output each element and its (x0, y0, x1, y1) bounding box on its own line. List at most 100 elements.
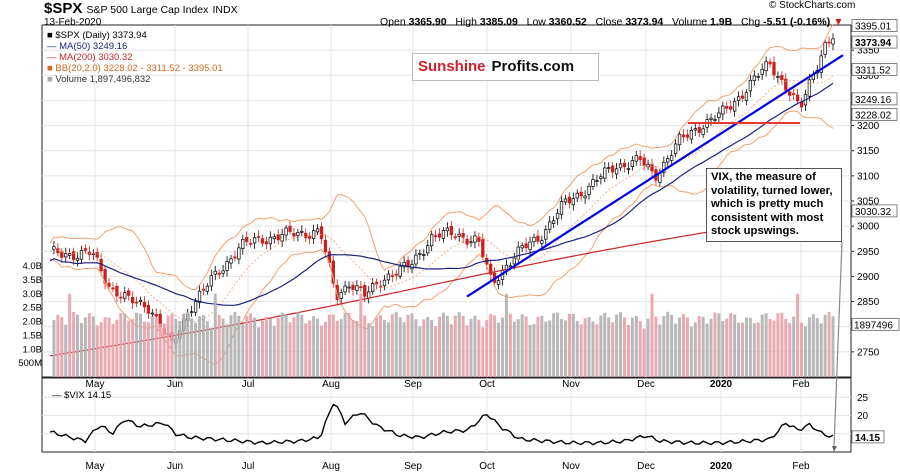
candle-body (71, 251, 76, 261)
volume-bar (430, 319, 434, 377)
volume-bar (500, 317, 504, 377)
vix-value-label: 14.15 (855, 433, 880, 444)
candle-body (732, 101, 737, 112)
candle-body (689, 130, 694, 140)
candle-body (142, 301, 147, 308)
legend-price-text: $SPX (Daily) 3373.94 (55, 30, 147, 41)
month-label: May (86, 379, 105, 390)
volume-bar (567, 313, 571, 377)
volume-bar (457, 312, 461, 377)
volume-bar (115, 319, 119, 377)
candle-body (52, 246, 56, 250)
volume-bar (489, 314, 493, 377)
month-label: Sep (404, 379, 422, 390)
volume-bars-group (52, 293, 835, 377)
candle-body (252, 237, 257, 244)
volume-bar (280, 312, 284, 377)
candle-body (721, 105, 725, 115)
volume-bar (249, 313, 253, 377)
candle-body (536, 235, 540, 242)
legend-vix-text: $VIX 14.15 (64, 390, 112, 401)
volume-value-box (851, 317, 900, 331)
candle-body (276, 234, 280, 241)
close-value: 3373.94 (625, 16, 664, 28)
volume-bar (544, 321, 548, 377)
price-value-box (851, 204, 898, 218)
candle-body (79, 250, 84, 260)
high-value: 3385.09 (479, 16, 518, 28)
volume-bar (595, 324, 599, 377)
candle-body (670, 155, 674, 161)
volume-bar (367, 323, 371, 377)
legend-volume-text: Volume 1,897,496,832 (55, 74, 151, 85)
volume-bar (733, 314, 737, 377)
candle-body (481, 239, 485, 258)
volume-bar (68, 293, 72, 377)
volume-bar (445, 315, 449, 377)
candle-body (555, 212, 560, 220)
candle-body (370, 283, 375, 293)
candle-body (658, 173, 662, 183)
volume-bar (536, 316, 540, 377)
candle-body (646, 164, 650, 168)
volume-bar (646, 318, 650, 377)
low-label: Low (526, 16, 546, 28)
volume-bar (225, 324, 229, 377)
volume-bar (658, 324, 662, 377)
volume-bar (162, 323, 166, 377)
vix-month-label: Sep (404, 461, 422, 472)
candle-body (768, 61, 772, 65)
volume-bar (402, 322, 406, 377)
volume-bar (217, 314, 221, 377)
volume-bar (375, 317, 379, 377)
candle-body (95, 252, 99, 258)
volume-bar (465, 325, 469, 377)
candle-body (729, 106, 733, 110)
candle-body (630, 160, 634, 168)
volume-bar (768, 318, 772, 377)
volume-bar (705, 323, 709, 377)
volume-bar (131, 318, 135, 377)
volume-bar (209, 327, 213, 377)
logo-part2: Profits.com (489, 54, 577, 80)
volume-bar (548, 320, 552, 377)
candle-body (559, 200, 564, 215)
volume-bar (827, 311, 831, 377)
volume-bar (339, 319, 343, 377)
candle-body (831, 38, 835, 45)
candle-body (296, 232, 300, 236)
candle-body (138, 299, 143, 302)
volume-bar (662, 316, 666, 377)
volume-bar (87, 313, 91, 377)
candle-body (465, 238, 469, 245)
vix-month-label: Feb (792, 461, 810, 472)
vix-month-label: Nov (562, 461, 580, 472)
volume-bar (807, 317, 811, 377)
candle-body (457, 233, 461, 237)
volume-bar (201, 315, 205, 377)
candle-body (626, 168, 631, 170)
candle-body (693, 128, 697, 131)
month-label: Aug (322, 379, 340, 390)
candle-body (433, 235, 438, 238)
volume-bar (556, 312, 560, 377)
volume-bar (123, 313, 127, 377)
candle-body (776, 76, 780, 78)
vix-annotation: VIX, the measure of volatility, turned l… (706, 168, 842, 242)
candle-body (642, 157, 646, 166)
volume-bar (760, 314, 764, 377)
bb-upper-line (49, 23, 834, 291)
volume-bar (308, 320, 312, 377)
volume-bar (119, 313, 123, 377)
month-label: Nov (562, 379, 580, 390)
price-value-label: 3228.02 (855, 110, 892, 121)
volume-bar (111, 323, 115, 377)
vix-value-box (851, 430, 885, 444)
candle-body (469, 241, 473, 244)
volume-bar (264, 316, 268, 377)
volume-bar (607, 317, 611, 377)
volume-bar (213, 293, 217, 377)
volume-bar (229, 315, 233, 377)
volume-bar (725, 318, 729, 377)
candle-body (579, 191, 583, 197)
